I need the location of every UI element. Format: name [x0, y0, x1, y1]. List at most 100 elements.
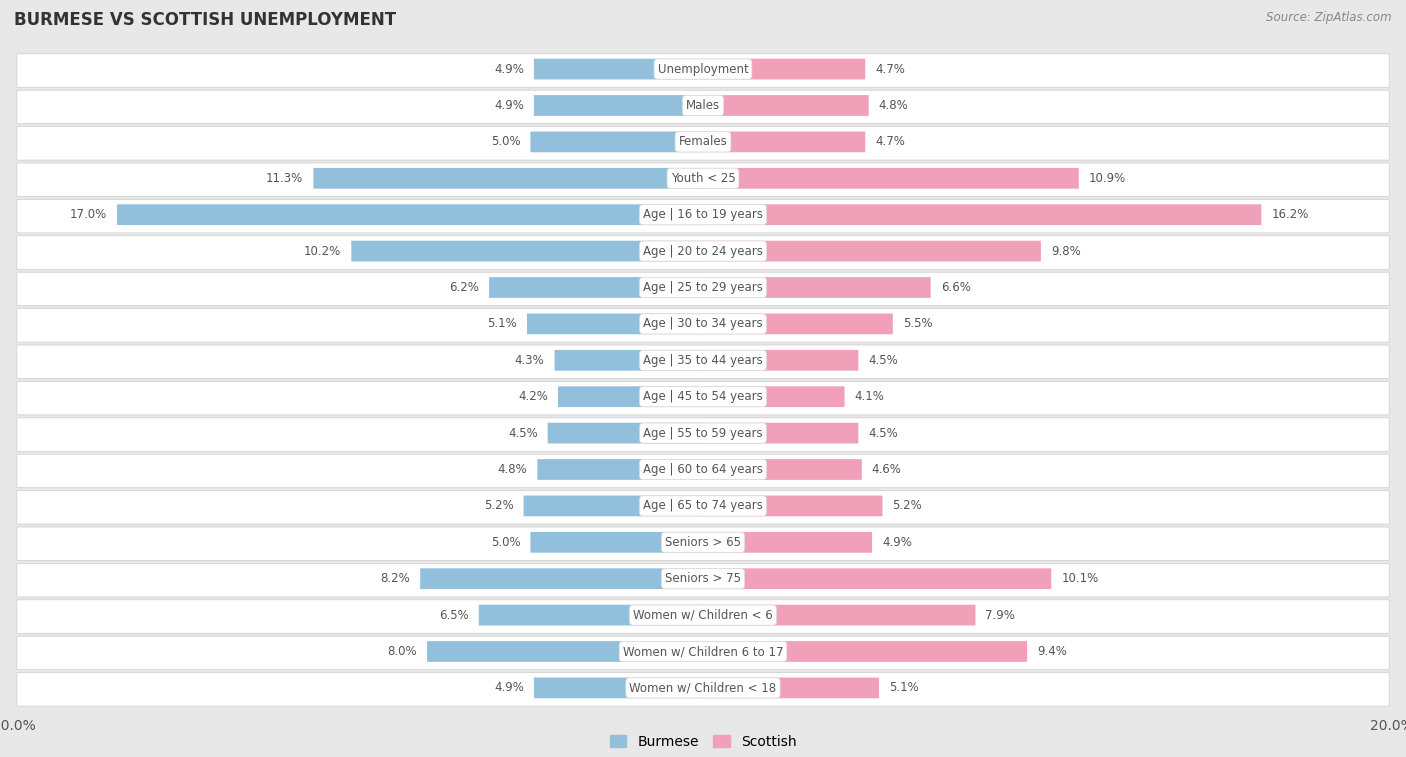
Text: Age | 55 to 59 years: Age | 55 to 59 years — [643, 427, 763, 440]
Text: 4.6%: 4.6% — [872, 463, 901, 476]
Text: Age | 16 to 19 years: Age | 16 to 19 years — [643, 208, 763, 221]
FancyBboxPatch shape — [703, 459, 862, 480]
FancyBboxPatch shape — [703, 569, 1052, 589]
Text: Women w/ Children 6 to 17: Women w/ Children 6 to 17 — [623, 645, 783, 658]
Text: 5.2%: 5.2% — [484, 500, 513, 512]
Text: Age | 35 to 44 years: Age | 35 to 44 years — [643, 354, 763, 367]
Text: Youth < 25: Youth < 25 — [671, 172, 735, 185]
Text: BURMESE VS SCOTTISH UNEMPLOYMENT: BURMESE VS SCOTTISH UNEMPLOYMENT — [14, 11, 396, 30]
Text: 7.9%: 7.9% — [986, 609, 1015, 621]
Text: 4.3%: 4.3% — [515, 354, 544, 367]
FancyBboxPatch shape — [479, 605, 703, 625]
FancyBboxPatch shape — [17, 382, 1389, 415]
Text: 4.5%: 4.5% — [869, 354, 898, 367]
Text: 4.8%: 4.8% — [498, 463, 527, 476]
Text: Unemployment: Unemployment — [658, 63, 748, 76]
Text: 5.0%: 5.0% — [491, 136, 520, 148]
FancyBboxPatch shape — [534, 59, 703, 79]
FancyBboxPatch shape — [17, 199, 1389, 233]
FancyBboxPatch shape — [703, 678, 879, 698]
Text: Age | 20 to 24 years: Age | 20 to 24 years — [643, 245, 763, 257]
Text: 5.0%: 5.0% — [491, 536, 520, 549]
FancyBboxPatch shape — [17, 90, 1389, 123]
Text: 4.9%: 4.9% — [882, 536, 912, 549]
Text: 9.4%: 9.4% — [1038, 645, 1067, 658]
FancyBboxPatch shape — [17, 673, 1389, 706]
Text: 4.1%: 4.1% — [855, 390, 884, 403]
Text: 6.2%: 6.2% — [450, 281, 479, 294]
Text: 4.5%: 4.5% — [508, 427, 537, 440]
Legend: Burmese, Scottish: Burmese, Scottish — [605, 730, 801, 755]
Text: 4.7%: 4.7% — [875, 63, 905, 76]
Text: Seniors > 65: Seniors > 65 — [665, 536, 741, 549]
FancyBboxPatch shape — [534, 95, 703, 116]
FancyBboxPatch shape — [17, 54, 1389, 87]
Text: Women w/ Children < 18: Women w/ Children < 18 — [630, 681, 776, 694]
Text: 5.5%: 5.5% — [903, 317, 932, 330]
Text: 4.9%: 4.9% — [494, 681, 524, 694]
Text: 4.9%: 4.9% — [494, 63, 524, 76]
Text: 6.5%: 6.5% — [439, 609, 468, 621]
Text: 16.2%: 16.2% — [1271, 208, 1309, 221]
FancyBboxPatch shape — [703, 241, 1040, 261]
FancyBboxPatch shape — [703, 386, 845, 407]
FancyBboxPatch shape — [523, 496, 703, 516]
Text: 5.1%: 5.1% — [889, 681, 918, 694]
FancyBboxPatch shape — [703, 313, 893, 335]
FancyBboxPatch shape — [117, 204, 703, 225]
FancyBboxPatch shape — [703, 422, 858, 444]
Text: Age | 60 to 64 years: Age | 60 to 64 years — [643, 463, 763, 476]
FancyBboxPatch shape — [534, 678, 703, 698]
FancyBboxPatch shape — [527, 313, 703, 335]
FancyBboxPatch shape — [17, 163, 1389, 197]
FancyBboxPatch shape — [703, 350, 858, 371]
Text: Age | 65 to 74 years: Age | 65 to 74 years — [643, 500, 763, 512]
FancyBboxPatch shape — [352, 241, 703, 261]
Text: Women w/ Children < 6: Women w/ Children < 6 — [633, 609, 773, 621]
FancyBboxPatch shape — [420, 569, 703, 589]
Text: 10.9%: 10.9% — [1088, 172, 1126, 185]
Text: Females: Females — [679, 136, 727, 148]
FancyBboxPatch shape — [17, 563, 1389, 597]
FancyBboxPatch shape — [558, 386, 703, 407]
Text: 4.8%: 4.8% — [879, 99, 908, 112]
FancyBboxPatch shape — [17, 309, 1389, 342]
Text: 8.2%: 8.2% — [381, 572, 411, 585]
FancyBboxPatch shape — [703, 95, 869, 116]
FancyBboxPatch shape — [530, 132, 703, 152]
FancyBboxPatch shape — [489, 277, 703, 298]
FancyBboxPatch shape — [703, 641, 1028, 662]
FancyBboxPatch shape — [17, 454, 1389, 488]
FancyBboxPatch shape — [548, 422, 703, 444]
FancyBboxPatch shape — [530, 532, 703, 553]
FancyBboxPatch shape — [537, 459, 703, 480]
FancyBboxPatch shape — [703, 204, 1261, 225]
Text: 4.7%: 4.7% — [875, 136, 905, 148]
Text: 10.1%: 10.1% — [1062, 572, 1098, 585]
FancyBboxPatch shape — [703, 277, 931, 298]
Text: 8.0%: 8.0% — [388, 645, 418, 658]
FancyBboxPatch shape — [17, 491, 1389, 524]
FancyBboxPatch shape — [17, 636, 1389, 670]
Text: 9.8%: 9.8% — [1050, 245, 1081, 257]
FancyBboxPatch shape — [703, 532, 872, 553]
Text: Age | 30 to 34 years: Age | 30 to 34 years — [643, 317, 763, 330]
FancyBboxPatch shape — [17, 527, 1389, 560]
FancyBboxPatch shape — [703, 496, 883, 516]
Text: 10.2%: 10.2% — [304, 245, 342, 257]
FancyBboxPatch shape — [703, 132, 865, 152]
Text: 4.2%: 4.2% — [519, 390, 548, 403]
Text: Age | 25 to 29 years: Age | 25 to 29 years — [643, 281, 763, 294]
Text: 5.1%: 5.1% — [488, 317, 517, 330]
Text: 17.0%: 17.0% — [70, 208, 107, 221]
FancyBboxPatch shape — [17, 126, 1389, 160]
FancyBboxPatch shape — [554, 350, 703, 371]
Text: Source: ZipAtlas.com: Source: ZipAtlas.com — [1267, 11, 1392, 24]
FancyBboxPatch shape — [703, 59, 865, 79]
FancyBboxPatch shape — [17, 600, 1389, 634]
Text: Age | 45 to 54 years: Age | 45 to 54 years — [643, 390, 763, 403]
FancyBboxPatch shape — [17, 345, 1389, 378]
FancyBboxPatch shape — [427, 641, 703, 662]
Text: 6.6%: 6.6% — [941, 281, 970, 294]
FancyBboxPatch shape — [314, 168, 703, 188]
